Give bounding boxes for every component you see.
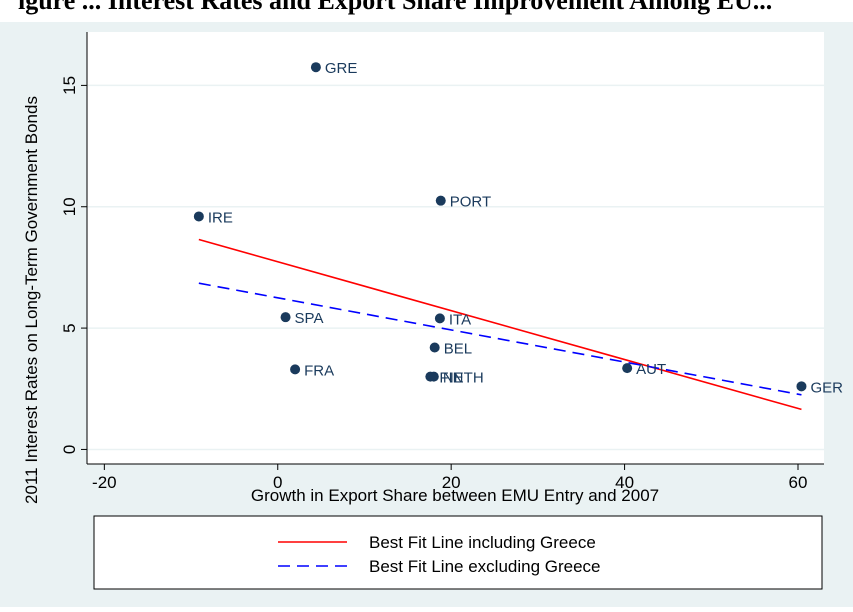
point-bel [429,342,440,353]
point-label-ger: GER [810,379,843,396]
x-tick-label: 40 [615,473,634,492]
legend-label-excluding: Best Fit Line excluding Greece [369,557,601,576]
point-label-ita: ITA [449,311,471,328]
point-gre [310,62,321,73]
point-port [435,195,446,206]
grid-lines [87,84,824,451]
axes: -20 0 20 40 60 0 5 10 15 [60,32,824,492]
point-fra [290,364,301,375]
scatter-chart: -20 0 20 40 60 0 5 10 15 GRE PORT IRE SPA ITA BEL FRA F… [22,32,843,590]
x-axis-label: Growth in Export Share between EMU Entry… [251,486,659,505]
point-label-ire: IRE [208,209,233,226]
x-tick-label: 20 [442,473,461,492]
y-axis-label: 2011 Interest Rates on Long-Term Governm… [22,96,41,504]
legend-box [93,515,823,590]
x-tick-label: -20 [92,473,117,492]
point-ger [796,381,807,392]
y-tick-label: 15 [60,76,79,95]
legend-label-including: Best Fit Line including Greece [369,533,596,552]
point-neth [428,371,439,382]
legend: Best Fit Line including Greece Best Fit … [93,515,823,590]
plot-area [87,32,824,464]
point-ire [193,211,204,222]
point-label-port: PORT [450,194,491,211]
fit-lines [198,238,802,411]
chart-panel: -20 0 20 40 60 0 5 10 15 GRE PORT IRE SPA ITA BEL FRA F… [0,22,853,607]
point-label-bel: BEL [444,341,472,358]
figure-title-text: igure ... Interest Rates and Export Shar… [18,0,773,15]
point-ita [434,313,445,324]
point-aut [622,363,633,374]
point-label-neth: NETH [443,370,484,387]
x-tick-label: 0 [273,473,282,492]
figure-title-fragment: igure ... Interest Rates and Export Shar… [0,0,853,22]
y-tick-label: 10 [60,197,79,216]
y-tick-label: 5 [60,323,79,332]
point-label-aut: AUT [636,361,666,378]
point-label-fin: FIN [439,370,463,387]
point-spa [280,312,291,323]
point-label-gre: GRE [325,60,358,77]
point-label-fra: FRA [304,362,334,379]
point-label-spa: SPA [295,310,324,327]
x-tick-label: 60 [789,473,808,492]
fit-line-excluding-greece [198,282,802,396]
fit-line-including-greece [198,238,802,411]
y-tick-label: 0 [60,445,79,454]
